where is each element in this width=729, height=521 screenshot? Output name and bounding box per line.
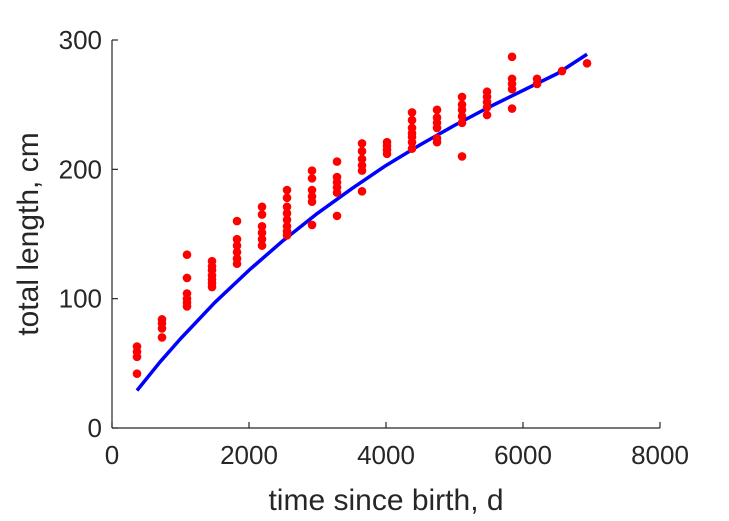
- data-point: [207, 282, 217, 292]
- data-point: [157, 333, 167, 342]
- data-point: [257, 234, 267, 244]
- data-point: [257, 221, 267, 231]
- data-point: [507, 104, 517, 113]
- data-point: [232, 216, 242, 226]
- data-point: [457, 118, 467, 128]
- data-point: [407, 137, 417, 147]
- x-tick-label: 4000: [357, 440, 415, 470]
- data-point: [282, 202, 292, 212]
- data-point: [282, 215, 292, 225]
- y-axis-label: total length, cm: [12, 132, 45, 335]
- data-point: [557, 66, 567, 76]
- data-point: [432, 137, 442, 147]
- data-point: [357, 166, 367, 175]
- data-point: [232, 234, 242, 244]
- y-tick-label: 300: [59, 25, 102, 55]
- axes: [111, 40, 660, 429]
- data-point: [482, 102, 492, 112]
- data-point: [457, 112, 467, 121]
- ticks: 0 2000 4000 6000 8000 0 100 200 300: [59, 25, 689, 470]
- data-point: [357, 154, 367, 164]
- data-point: [407, 108, 417, 117]
- data-point: [282, 209, 292, 218]
- data-point: [257, 241, 267, 250]
- data-point: [457, 105, 467, 115]
- data-point: [307, 166, 317, 175]
- x-tick-label: 6000: [494, 440, 552, 470]
- fit-curve: [135, 52, 589, 392]
- data-point: [257, 202, 267, 212]
- data-point: [132, 352, 142, 362]
- data-point: [307, 185, 317, 195]
- data-point: [182, 273, 192, 283]
- data-point: [307, 220, 317, 230]
- data-point: [332, 211, 342, 221]
- data-point: [457, 92, 467, 102]
- data-point: [357, 146, 367, 156]
- y-tick-label: 100: [59, 284, 102, 314]
- data-point: [282, 185, 292, 195]
- data-point: [507, 84, 517, 94]
- data-point: [232, 247, 242, 257]
- data-point: [407, 144, 417, 153]
- data-point: [357, 187, 367, 196]
- data-point: [457, 152, 467, 161]
- x-tick-label: 2000: [220, 440, 278, 470]
- data-point: [307, 174, 317, 183]
- data-point: [132, 369, 142, 378]
- y-tick-label: 0: [88, 413, 102, 443]
- x-axis-label: time since birth, d: [268, 484, 503, 517]
- x-tick-label: 0: [105, 440, 119, 470]
- data-point: [232, 241, 242, 250]
- y-tick-label: 200: [59, 154, 102, 184]
- data-point: [582, 58, 592, 68]
- data-point: [282, 193, 292, 203]
- data-point: [257, 228, 267, 238]
- data-point: [507, 52, 517, 62]
- data-point: [357, 139, 367, 148]
- data-point: [232, 259, 242, 269]
- data-point: [432, 105, 442, 115]
- data-point: [407, 115, 417, 125]
- data-point: [432, 123, 442, 133]
- series-layer: [132, 52, 592, 392]
- data-point: [282, 230, 292, 240]
- data-point: [532, 79, 542, 89]
- data-point: [182, 250, 192, 259]
- data-point: [307, 197, 317, 206]
- data-point: [257, 210, 267, 219]
- x-tick-label: 8000: [631, 440, 689, 470]
- data-point: [182, 302, 192, 311]
- data-point: [332, 188, 342, 197]
- data-point: [157, 324, 167, 333]
- data-point: [482, 110, 492, 120]
- data-point: [382, 149, 392, 159]
- data-point: [332, 157, 342, 166]
